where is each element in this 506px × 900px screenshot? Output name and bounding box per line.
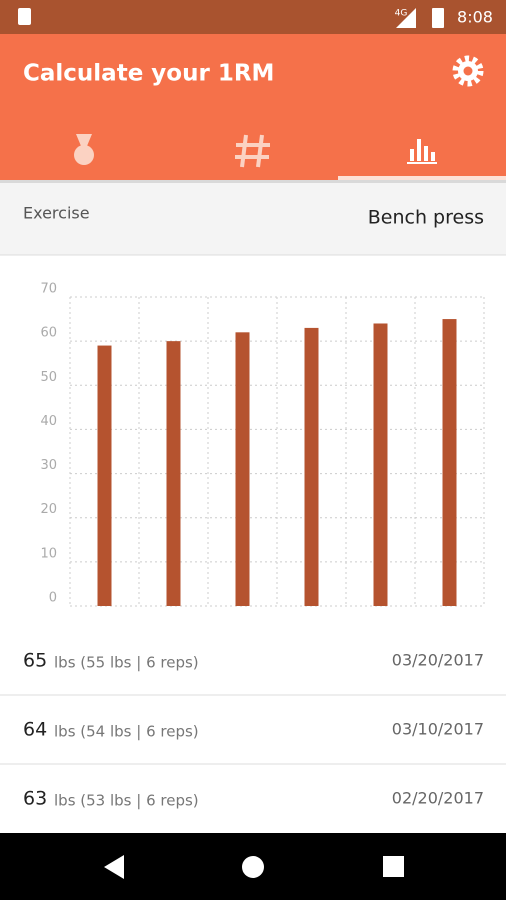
one-rm-value: 64 bbox=[23, 719, 47, 741]
y-tick-label: 40 bbox=[40, 414, 57, 429]
network-label: 4G bbox=[395, 9, 408, 19]
y-tick-label: 50 bbox=[40, 370, 57, 385]
bar bbox=[304, 327, 319, 606]
tab-medal[interactable] bbox=[74, 134, 94, 165]
hash-line bbox=[240, 134, 248, 168]
tab-icon-base bbox=[407, 162, 437, 164]
shadow bbox=[0, 180, 506, 183]
lift-detail: lbs (53 lbs | 6 reps) bbox=[54, 792, 199, 810]
tab-icon-bar bbox=[410, 149, 414, 161]
signal-icon bbox=[396, 8, 416, 28]
lift-detail: lbs (54 lbs | 6 reps) bbox=[54, 723, 199, 741]
sd-icon bbox=[18, 8, 31, 25]
lift-date: 03/20/2017 bbox=[392, 651, 484, 670]
bar bbox=[442, 319, 457, 606]
one-rm-value: 65 bbox=[23, 650, 47, 672]
exercise-label: Exercise bbox=[23, 204, 90, 223]
tab-indicator bbox=[338, 176, 506, 180]
app-title: Calculate your 1RM bbox=[23, 61, 274, 87]
bar bbox=[373, 323, 388, 606]
history-row[interactable]: 64 lbs (54 lbs | 6 reps) 03/10/2017 bbox=[23, 719, 484, 741]
y-tick-label: 0 bbox=[49, 591, 57, 606]
settings-button[interactable] bbox=[452, 55, 484, 87]
y-tick-label: 10 bbox=[40, 546, 57, 561]
home-button[interactable] bbox=[242, 856, 264, 878]
y-tick-label: 30 bbox=[40, 458, 57, 473]
chart: 0 10 20 30 40 50 60 70 bbox=[40, 282, 485, 607]
tab-icon-bar bbox=[417, 139, 421, 161]
exercise-row[interactable] bbox=[0, 180, 506, 255]
y-tick-label: 20 bbox=[40, 502, 57, 517]
medal bbox=[74, 145, 94, 165]
exercise-value: Bench press bbox=[368, 207, 484, 229]
recents-button[interactable] bbox=[383, 856, 404, 877]
bar bbox=[235, 332, 250, 606]
history-row[interactable]: 63 lbs (53 lbs | 6 reps) 02/20/2017 bbox=[23, 788, 484, 810]
bar bbox=[166, 341, 181, 606]
gear-teeth bbox=[452, 55, 484, 87]
status-bar bbox=[0, 0, 506, 34]
one-rm-value: 63 bbox=[23, 788, 47, 810]
lift-detail: lbs (55 lbs | 6 reps) bbox=[54, 654, 199, 672]
gear-hole bbox=[463, 66, 473, 76]
lift-date: 03/10/2017 bbox=[392, 720, 484, 739]
hash-line bbox=[256, 134, 264, 168]
y-tick-label: 60 bbox=[40, 326, 57, 341]
history-row[interactable]: 65 lbs (55 lbs | 6 reps) 03/20/2017 bbox=[23, 650, 484, 672]
battery-icon bbox=[432, 8, 444, 28]
tab-calculator[interactable] bbox=[235, 134, 270, 168]
clock: 8:08 bbox=[457, 8, 493, 27]
history-list: 65 lbs (55 lbs | 6 reps) 03/20/2017 64 lbs (… bbox=[0, 650, 506, 810]
lift-date: 02/20/2017 bbox=[392, 789, 484, 808]
y-tick-label: 70 bbox=[40, 282, 57, 297]
tab-icon-bar bbox=[424, 146, 428, 161]
medal-ribbon bbox=[76, 134, 92, 146]
tab-icon-bar bbox=[431, 152, 435, 161]
bar bbox=[97, 345, 112, 606]
tab-history[interactable] bbox=[407, 139, 437, 164]
back-button[interactable] bbox=[104, 855, 124, 879]
